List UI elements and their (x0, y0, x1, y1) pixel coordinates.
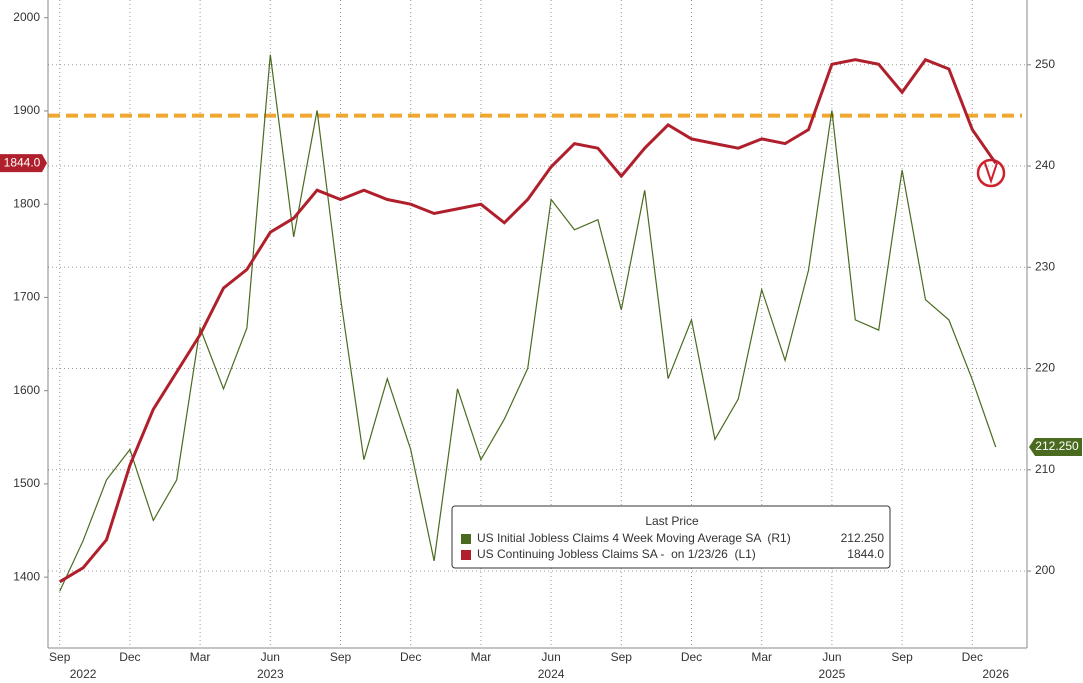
annotation-circle (976, 158, 1006, 188)
y2-tick-label: 240 (1035, 158, 1055, 172)
annotation-mark (984, 162, 998, 185)
last-price-label: 212.250 (1035, 439, 1079, 453)
y2-tick-label: 230 (1035, 259, 1055, 273)
x-tick-label: Jun (822, 650, 841, 664)
x-year-label: 2024 (538, 667, 565, 681)
y2-tick-label: 250 (1035, 57, 1055, 71)
legend-title: Last Price (645, 514, 699, 528)
x-tick-label: Mar (471, 650, 492, 664)
legend-value: 212.250 (841, 531, 885, 545)
legend-label: US Continuing Jobless Claims SA - on 1/2… (477, 547, 756, 561)
x-year-label: 2025 (819, 667, 846, 681)
legend-value: 1844.0 (847, 547, 884, 561)
y-tick-label: 1900 (13, 103, 40, 117)
y2-tick-label: 220 (1035, 361, 1055, 375)
x-tick-label: Mar (190, 650, 211, 664)
y-tick-label: 1800 (13, 196, 40, 210)
x-tick-label: Sep (330, 650, 352, 664)
tag-shape (0, 154, 47, 173)
x-tick-label: Sep (49, 650, 71, 664)
last-price-tag: 212.250 (1029, 438, 1082, 457)
y2-tick-label: 200 (1035, 563, 1055, 577)
y-tick-label: 2000 (13, 10, 40, 24)
x-year-label: 2026 (982, 667, 1009, 681)
last-price-tag: 1844.0 (0, 154, 47, 173)
y-tick-label: 1400 (13, 569, 40, 583)
x-tick-label: Sep (891, 650, 913, 664)
x-tick-label: Dec (119, 650, 140, 664)
x-year-label: 2022 (70, 667, 97, 681)
legend-swatch (461, 534, 471, 544)
x-tick-label: Dec (681, 650, 702, 664)
y2-tick-label: 210 (1035, 462, 1055, 476)
last-price-label: 1844.0 (4, 155, 41, 169)
series-line (59, 54, 997, 592)
x-tick-label: Mar (751, 650, 772, 664)
x-year-label: 2023 (257, 667, 284, 681)
x-tick-label: Dec (962, 650, 983, 664)
series-line (58, 57, 997, 584)
x-tick-label: Dec (400, 650, 421, 664)
x-tick-label: Jun (261, 650, 280, 664)
y-tick-label: 1600 (13, 383, 40, 397)
legend-box (451, 505, 891, 569)
legend-swatch (461, 550, 471, 560)
legend: Last Price US Initial Jobless Claims 4 W… (451, 505, 891, 569)
tag-shape (1029, 438, 1082, 457)
x-tick-label: Sep (611, 650, 633, 664)
x-tick-label: Jun (541, 650, 560, 664)
y-tick-label: 1500 (13, 476, 40, 490)
legend-label: US Initial Jobless Claims 4 Week Moving … (477, 531, 791, 545)
y-tick-label: 1700 (13, 290, 40, 304)
